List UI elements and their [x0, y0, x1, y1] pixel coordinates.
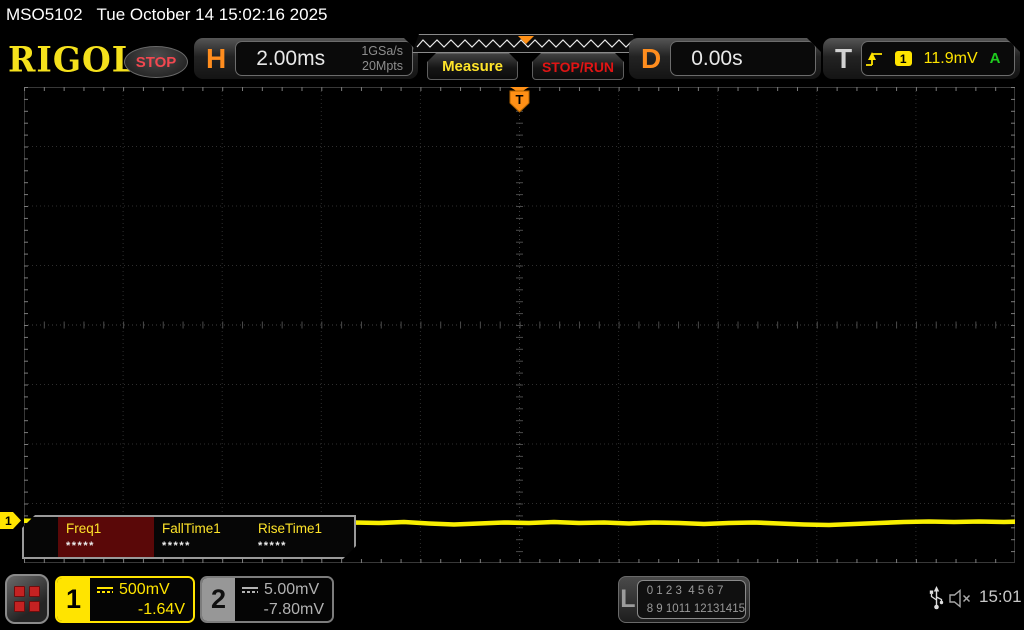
ch2-group[interactable]: 2 5.00mV -7.80mV [200, 576, 334, 623]
measurement-label: FallTime1 [162, 521, 221, 536]
measurement-panel: Freq1 ***** FallTime1 ***** RiseTime1 **… [22, 515, 356, 559]
speaker-muted-icon[interactable] [948, 589, 972, 608]
bottombar: 1 500mV -1.64V 2 5.00mV -7.80mV L 0 1 [0, 568, 1024, 630]
ch1-dc-coupling-icon [97, 586, 113, 593]
memory-depth: 20Mpts [362, 58, 403, 73]
stop-run-button[interactable]: STOP/RUN [532, 53, 624, 80]
trigger-group[interactable]: T 1 11.9mV A [823, 38, 1020, 79]
delay-value: 0.00s [691, 46, 743, 70]
measure-button[interactable]: Measure [427, 53, 518, 80]
measurement-value: ***** [258, 540, 287, 552]
graticule: T [16, 87, 1023, 563]
graticule-grid: T [16, 87, 1023, 563]
trigger-slope-icon [864, 50, 884, 68]
run-state-badge: STOP [124, 46, 188, 78]
menu-button[interactable] [5, 574, 49, 624]
measurement-label: RiseTime1 [258, 521, 323, 536]
svg-text:T: T [516, 92, 524, 107]
preview-trigger-position-icon[interactable] [518, 36, 534, 44]
preview-zigzag-icon [413, 35, 637, 52]
delay-label: D [641, 42, 662, 74]
ch1-scale: 500mV [119, 580, 170, 598]
ch2-offset: -7.80mV [263, 600, 324, 618]
usb-icon [929, 586, 944, 610]
measurement-label: Freq1 [66, 521, 102, 536]
sample-rate: 1GSa/s [361, 44, 403, 59]
rigol-logo: RIGOL [8, 39, 136, 80]
ch2-dc-coupling-icon [242, 586, 258, 593]
timebase-value: 2.00ms [256, 46, 326, 70]
model-text: MSO5102 [6, 5, 83, 24]
ch1-group[interactable]: 1 500mV -1.64V [55, 576, 195, 623]
logic-group[interactable]: L 0 1 2 3 4 5 6 7 8 9 1011 12131415 [618, 576, 750, 623]
measurement-item-falltime1[interactable]: FallTime1 ***** [154, 517, 250, 557]
measurement-item-risetime1[interactable]: RiseTime1 ***** [250, 517, 346, 557]
trigger-source-badge: 1 [895, 51, 912, 66]
datetime-text: Tue October 14 15:02:16 2025 [96, 5, 328, 24]
ch2-tab[interactable]: 2 [202, 578, 235, 621]
logic-row2: 8 9 1011 12131415 [646, 602, 745, 615]
measurement-value: ***** [66, 540, 95, 552]
logic-channels: 0 1 2 3 4 5 6 7 8 9 1011 12131415 [636, 580, 746, 619]
ch1-offset: -1.64V [137, 600, 185, 618]
measurement-value: ***** [162, 540, 191, 552]
logic-tab: L [620, 585, 636, 613]
ch1-position-marker[interactable]: 1 [0, 512, 21, 529]
ch1-tab[interactable]: 1 [57, 578, 90, 621]
sample-rate-info: 1GSa/s 20Mpts [361, 44, 412, 73]
horizontal-group[interactable]: H 2.00ms 1GSa/s 20Mpts [194, 38, 418, 79]
trigger-label: T [835, 42, 853, 74]
trigger-mode-badge: A [989, 50, 1001, 67]
delay-group[interactable]: D 0.00s [629, 38, 821, 79]
menu-grid-icon [14, 586, 40, 612]
trigger-marker-icon[interactable]: T [509, 87, 530, 113]
waveform-preview-strip[interactable] [412, 34, 638, 53]
ch2-scale: 5.00mV [264, 580, 320, 598]
logic-row1: 0 1 2 3 4 5 6 7 [646, 585, 724, 597]
clock: 15:01 [979, 587, 1022, 606]
horizontal-label: H [206, 42, 227, 74]
titlebar: MSO5102 Tue October 14 15:02:16 2025 [6, 5, 327, 25]
measurement-item-freq1[interactable]: Freq1 ***** [58, 517, 154, 557]
trigger-level-value: 11.9mV [923, 49, 978, 67]
